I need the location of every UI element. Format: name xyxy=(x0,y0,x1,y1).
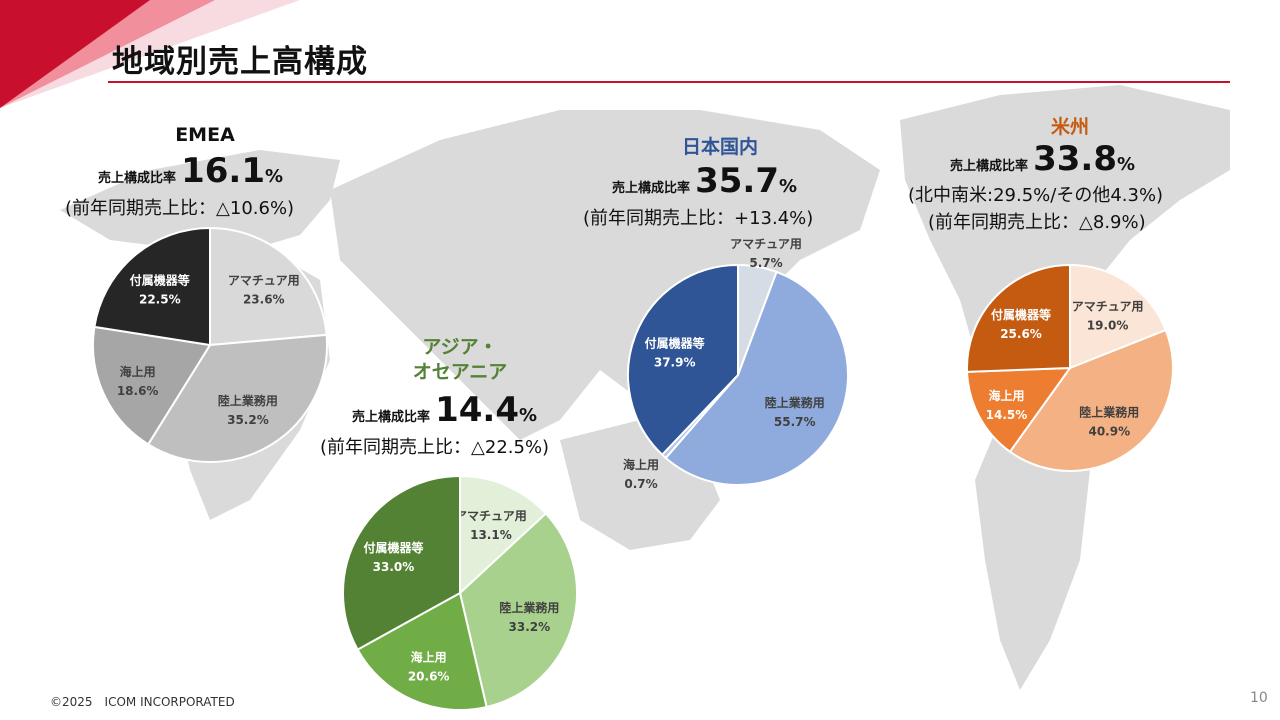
slice-value-label: 37.9% xyxy=(654,356,696,370)
slice-category-label: 海上用 xyxy=(411,650,447,665)
share-americas: 売上構成比率 33.8% xyxy=(950,139,1135,179)
slice-value-label: 18.6% xyxy=(117,384,159,398)
slice-value-label: 5.7% xyxy=(749,256,782,270)
slice-value-label: 14.5% xyxy=(986,408,1028,422)
page-title: 地域別売上高構成 xyxy=(112,44,368,80)
pie-slice-emea-0 xyxy=(209,226,328,347)
slice-category-label: アマチュア用 xyxy=(455,509,527,523)
pie-slice-asia-2 xyxy=(356,591,488,711)
slice-category-label: 海上用 xyxy=(120,364,156,379)
slice-category-label: 海上用 xyxy=(623,457,659,472)
pie-slice-emea-1 xyxy=(146,333,328,463)
slice-category-label: 付属機器等 xyxy=(645,336,705,351)
ratio-label: 売上構成比率 xyxy=(352,410,431,425)
ratio-label: 売上構成比率 xyxy=(612,181,691,196)
slice-value-label: 13.1% xyxy=(470,528,512,542)
slice-value-label: 55.7% xyxy=(774,415,816,429)
slice-value-label: 23.6% xyxy=(243,292,285,306)
pie-slice-asia-0 xyxy=(459,474,548,596)
slice-value-label: 22.5% xyxy=(139,292,181,306)
pie-slice-americas-2 xyxy=(966,366,1073,454)
pie-slice-emea-2 xyxy=(92,325,212,446)
slice-value-label: 33.2% xyxy=(509,620,551,634)
ratio-label: 売上構成比率 xyxy=(98,171,177,186)
pie-chart-asia: アマチュア用 13.1% 陸上業務用 33.2% 海上用 20.6% 付属機器等 33.0% xyxy=(342,474,578,711)
slice-category-label: 付属機器等 xyxy=(130,272,190,287)
pie-slice-emea-3 xyxy=(93,226,211,347)
title-underline xyxy=(108,81,1230,83)
share-emea: 売上構成比率 16.1% xyxy=(98,151,283,191)
copyright-footer: ©2025 ICOM INCORPORATED xyxy=(50,695,235,709)
pie-slice-americas-0 xyxy=(1069,263,1168,370)
pie-chart-emea: アマチュア用 23.6% 陸上業務用 35.2% 海上用 18.6% 付属機器等 22.5% xyxy=(92,226,328,463)
slice-value-label: 0.7% xyxy=(624,477,657,491)
slice-value-label: 19.0% xyxy=(1087,319,1129,333)
pie-slice-asia-1 xyxy=(458,512,578,709)
slice-value-label: 25.6% xyxy=(1000,327,1042,341)
region-title-japan: 日本国内 xyxy=(681,136,758,158)
region-title-asia: アジア・ オセアニア xyxy=(412,336,508,383)
slice-category-label: アマチュア用 xyxy=(730,237,802,251)
share-value: 33.8 xyxy=(1033,139,1117,179)
pie-slice-japan-1 xyxy=(664,270,849,486)
percent-sign: % xyxy=(779,176,798,197)
slice-value-label: 33.0% xyxy=(373,560,415,574)
slice-category-label: 陸上業務用 xyxy=(499,600,559,615)
percent-sign: % xyxy=(519,405,538,426)
yoy-asia: (前年同期売上比：△22.5%) xyxy=(320,437,550,458)
slice-category-label: 陸上業務用 xyxy=(1079,404,1139,419)
slice-category-label: 海上用 xyxy=(988,388,1024,403)
corner-triangle xyxy=(0,0,150,108)
share-value: 35.7 xyxy=(695,161,779,201)
pie-chart-americas: アマチュア用 19.0% 陸上業務用 40.9% 海上用 14.5% 付属機器等 25.6% xyxy=(966,263,1174,472)
yoy-emea: (前年同期売上比：△10.6%) xyxy=(65,198,295,219)
pie-slice-japan-3 xyxy=(627,263,739,457)
slice-category-label: 付属機器等 xyxy=(991,307,1051,322)
ratio-label: 売上構成比率 xyxy=(950,159,1029,174)
sub-americas: (北中南米:29.5%/その他4.3%) xyxy=(908,185,1164,206)
yoy-japan: (前年同期売上比：+13.4%) xyxy=(583,208,814,229)
slice-value-label: 35.2% xyxy=(227,413,269,427)
pie-slice-americas-1 xyxy=(1008,328,1174,472)
percent-sign: % xyxy=(1117,154,1136,175)
slice-value-label: 40.9% xyxy=(1088,424,1130,438)
pie-slice-americas-3 xyxy=(966,263,1071,373)
percent-sign: % xyxy=(265,166,284,187)
slice-category-label: アマチュア用 xyxy=(1072,300,1144,314)
share-value: 16.1 xyxy=(181,151,265,191)
slice-category-label: 付属機器等 xyxy=(363,540,423,555)
region-title-emea: EMEA xyxy=(175,124,235,146)
region-title-americas: 米州 xyxy=(1050,116,1089,138)
yoy-americas: (前年同期売上比：△8.9%) xyxy=(928,212,1146,233)
pie-slice-asia-3 xyxy=(342,474,461,651)
share-value: 14.4 xyxy=(435,390,519,430)
slice-category-label: アマチュア用 xyxy=(228,273,300,287)
share-asia: 売上構成比率 14.4% xyxy=(352,390,537,430)
share-japan: 売上構成比率 35.7% xyxy=(612,161,797,201)
page-number: 10 xyxy=(1250,690,1268,706)
slice-category-label: 陸上業務用 xyxy=(218,393,278,408)
pie-chart-japan: アマチュア用 5.7% 陸上業務用 55.7% 海上用 0.7% 付属機器等 37.9% xyxy=(623,237,849,491)
slice-value-label: 20.6% xyxy=(408,670,450,684)
slice-category-label: 陸上業務用 xyxy=(765,395,825,410)
